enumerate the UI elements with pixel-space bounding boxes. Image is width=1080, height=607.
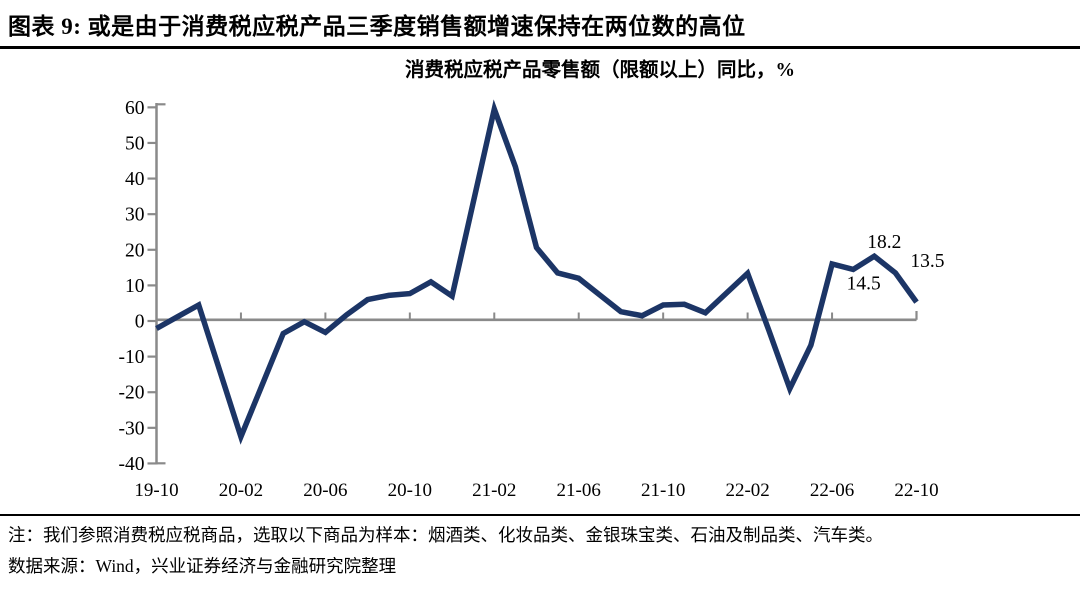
x-tick-label: 22-02 xyxy=(725,480,769,501)
x-tick-label: 19-10 xyxy=(134,480,178,501)
chart-plot: 60 50 40 30 20 10 0 -10 -20 -30 -40 19-10 20-02 20-06… xyxy=(119,98,945,501)
x-tick-label: 21-06 xyxy=(557,480,601,501)
data-series xyxy=(155,99,919,445)
y-tick-label: -40 xyxy=(119,454,145,475)
y-tick-label: 50 xyxy=(125,133,145,154)
footnote: 注：我们参照消费税应税商品，选取以下商品为样本：烟酒类、化妆品类、金银珠宝类、石… xyxy=(8,525,883,545)
figure-title-text: 图表 9: 或是由于消费税应税产品三季度销售额增速保持在两位数的高位 xyxy=(8,14,746,39)
y-tick-label: 0 xyxy=(135,312,145,333)
data-label: 18.2 xyxy=(867,232,901,253)
y-tick-label: 10 xyxy=(125,276,145,297)
data-label: 13.5 xyxy=(910,251,944,272)
x-tick-label: 20-02 xyxy=(219,480,263,501)
chart-footer: 注：我们参照消费税应税商品，选取以下商品为样本：烟酒类、化妆品类、金银珠宝类、石… xyxy=(0,514,1080,579)
x-tick-label: 22-10 xyxy=(894,480,938,501)
x-tick-label: 20-10 xyxy=(388,480,432,501)
data-line xyxy=(155,99,919,445)
y-tick-label: -30 xyxy=(119,418,145,439)
y-tick-label: -10 xyxy=(119,347,145,368)
y-tick-label: 20 xyxy=(125,240,145,261)
figure-title: 图表 9: 或是由于消费税应税产品三季度销售额增速保持在两位数的高位 xyxy=(0,0,1080,49)
x-tick-label: 21-10 xyxy=(641,480,685,501)
chart-title: 消费税应税产品零售额（限额以上）同比，% xyxy=(404,60,795,81)
data-labels: 18.2 14.5 13.5 xyxy=(847,232,945,294)
y-tick-label: 30 xyxy=(125,205,145,226)
data-label: 14.5 xyxy=(847,273,881,294)
y-tick-label: 60 xyxy=(125,98,145,119)
x-axis: 19-10 20-02 20-06 20-10 21-02 21-06 21-10 22-02… xyxy=(134,311,939,501)
y-axis: 60 50 40 30 20 10 0 -10 -20 -30 -40 xyxy=(119,98,166,475)
data-source: 数据来源：Wind，兴业证券经济与金融研究院整理 xyxy=(8,556,397,576)
y-tick-label: 40 xyxy=(125,169,145,190)
x-tick-label: 22-06 xyxy=(810,480,854,501)
x-tick-label: 21-02 xyxy=(472,480,516,501)
y-tick-label: -20 xyxy=(119,383,145,404)
x-tick-label: 20-06 xyxy=(303,480,347,501)
